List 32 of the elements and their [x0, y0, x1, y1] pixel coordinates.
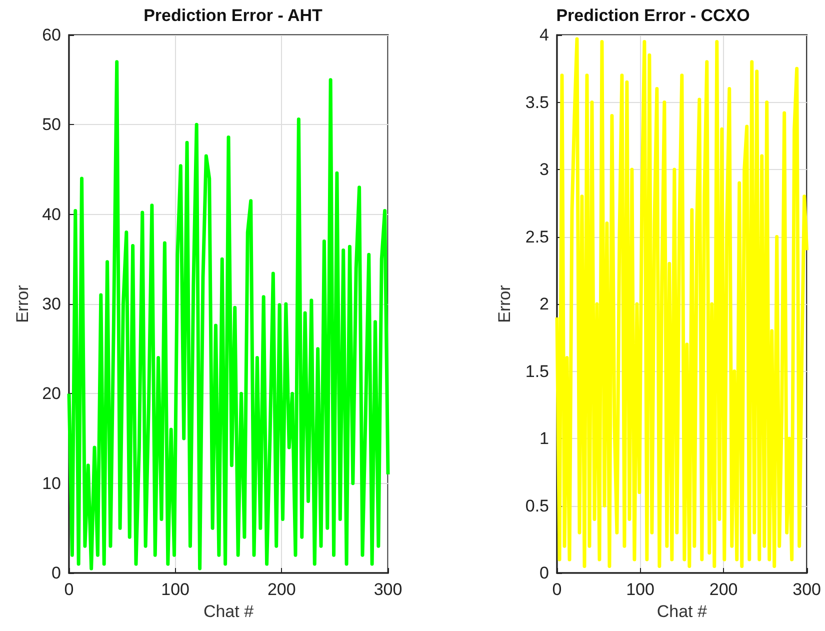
y-tick-label: 3.5: [525, 92, 549, 112]
y-tick-label: 0: [540, 564, 549, 582]
y-tick-label: 2: [540, 294, 549, 314]
y-tick-label: 30: [42, 294, 61, 314]
x-axis-title: Chat #: [656, 602, 708, 621]
chart-title: Prediction Error - CCXO: [556, 6, 750, 25]
line-series: [67, 60, 390, 570]
y-tick-label: 50: [42, 115, 61, 134]
x-tick-label: 200: [267, 580, 296, 599]
x-tick-label: 0: [64, 580, 74, 599]
x-axis-title: Chat #: [203, 602, 254, 621]
x-tick-label: 300: [792, 580, 822, 599]
x-tick-label: 100: [626, 580, 654, 599]
x-tick-label: 300: [374, 580, 402, 599]
chart-title: Prediction Error - AHT: [144, 6, 324, 25]
y-tick-label: 0: [52, 564, 61, 582]
y-tick-label: 2.5: [525, 227, 549, 246]
x-tick-label: 100: [161, 580, 190, 599]
y-axis-title: Error: [13, 284, 32, 323]
y-tick-label: 10: [42, 474, 61, 493]
y-tick-label: 20: [42, 384, 61, 404]
y-tick-label: 1.5: [525, 362, 549, 381]
y-axis-title: Error: [495, 284, 514, 323]
y-tick-label: 60: [42, 26, 61, 44]
x-tick-label: 200: [709, 580, 738, 599]
y-tick-label: 4: [540, 26, 549, 44]
y-tick-label: 1: [540, 429, 549, 448]
x-tick-label: 0: [552, 580, 562, 599]
y-tick-label: 0.5: [525, 496, 549, 516]
line-series: [555, 37, 809, 568]
y-tick-label: 3: [540, 160, 549, 179]
y-tick-label: 40: [42, 204, 61, 224]
